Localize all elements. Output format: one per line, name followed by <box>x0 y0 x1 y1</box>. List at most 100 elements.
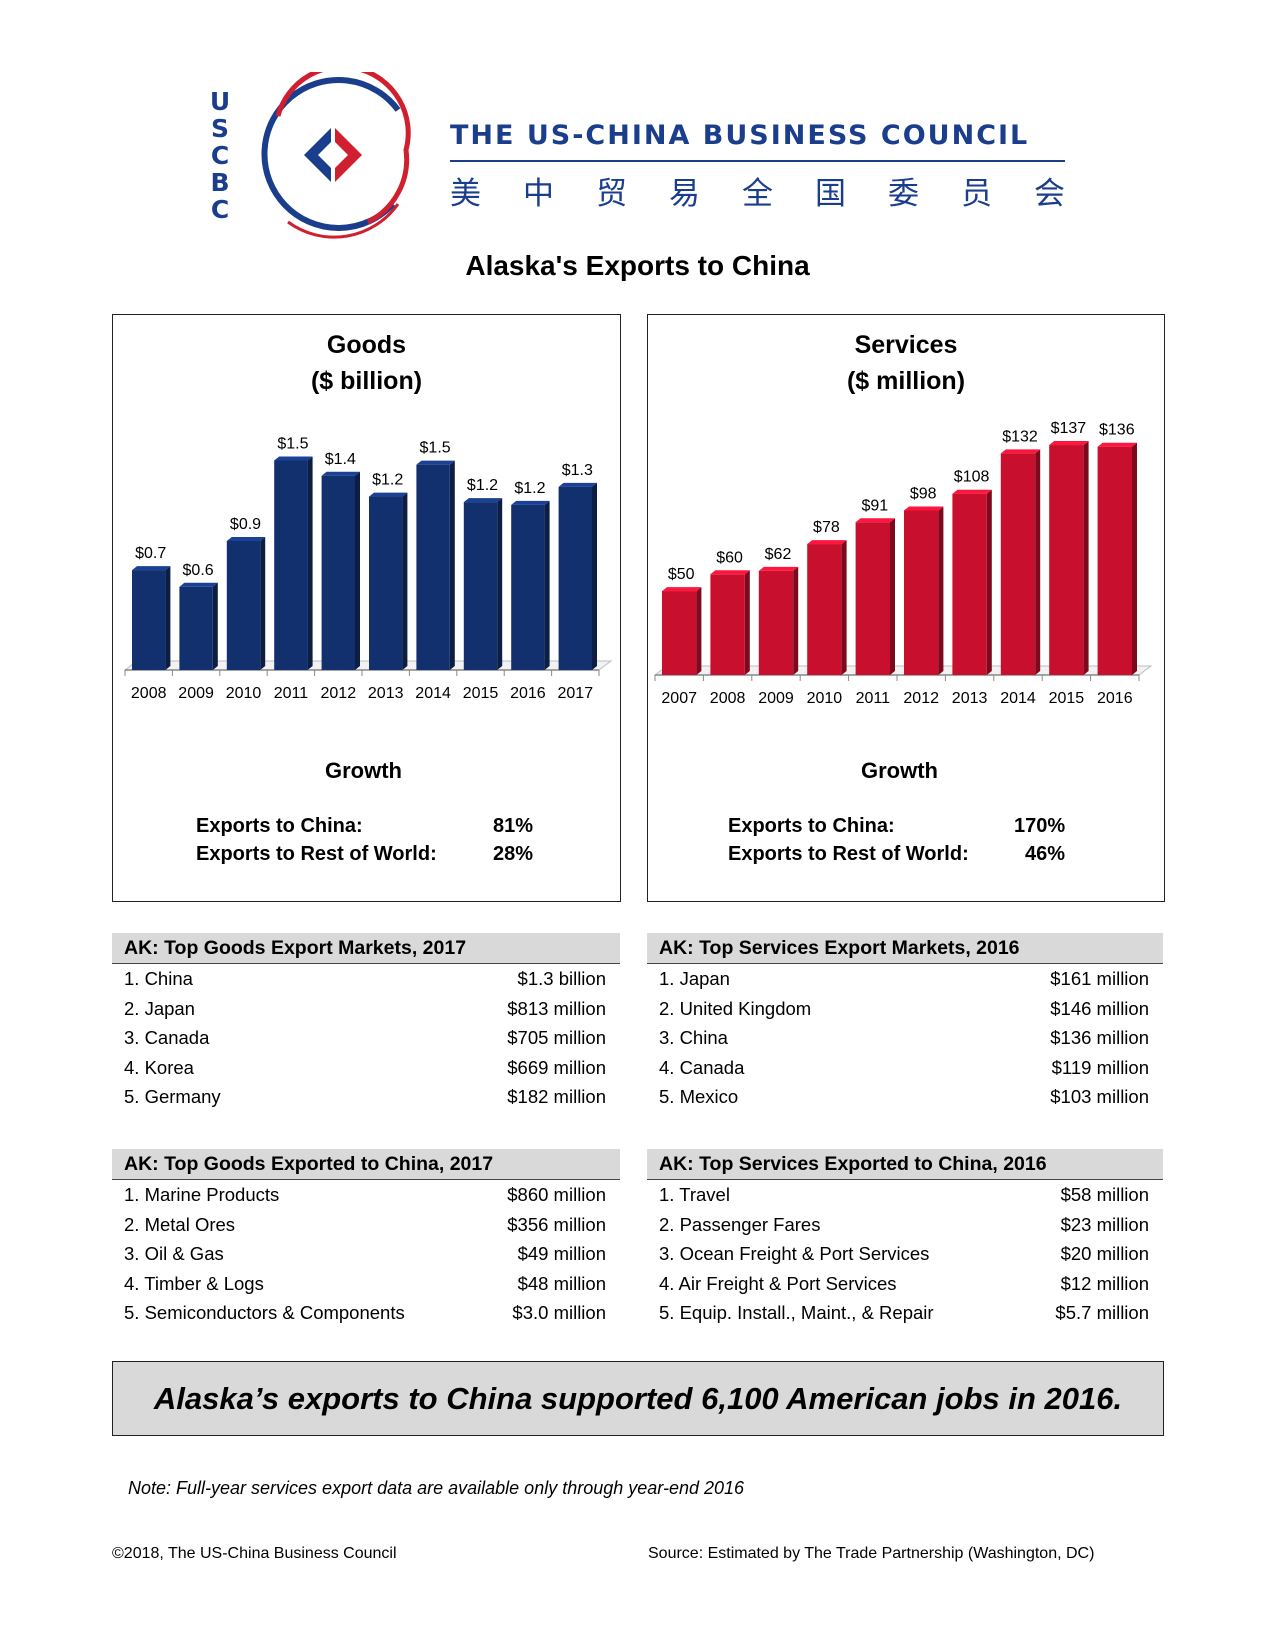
table-row: 1. Travel $58 million <box>647 1180 1163 1210</box>
bar-data-label: $60 <box>716 549 743 566</box>
bar-top <box>463 498 503 503</box>
org-name-cn-char: 会 <box>1034 176 1065 212</box>
goods-growth-china-label: Exports to China: <box>196 815 363 837</box>
table-row: 5. Mexico $103 million <box>647 1082 1163 1112</box>
table-row: 2. United Kingdom $146 million <box>647 994 1163 1024</box>
x-tick-label: 2013 <box>952 690 988 707</box>
org-name-cn-char: 全 <box>742 176 773 212</box>
bar-front <box>1049 445 1084 675</box>
footnote: Note: Full-year services export data are… <box>128 1478 745 1498</box>
bar-front <box>855 522 890 675</box>
table-row-value: $103 million <box>1050 1086 1149 1108</box>
logo-letter: S <box>210 114 229 143</box>
bar-front <box>321 475 355 670</box>
bar-front <box>952 493 987 675</box>
goods-markets-table: AK: Top Goods Export Markets, 2017 1. Ch… <box>112 933 620 1112</box>
bar-side <box>260 536 266 670</box>
bar <box>274 456 313 670</box>
table-row: 4. Canada $119 million <box>647 1053 1163 1083</box>
bar-top <box>226 536 266 541</box>
bar-side <box>307 456 313 670</box>
x-tick-label: 2013 <box>368 685 404 702</box>
bar-front <box>226 540 261 670</box>
services-chart-subtitle: ($ million) <box>846 367 966 395</box>
org-name-cn-char: 贸 <box>596 176 627 212</box>
table-row: 5. Semiconductors & Components $3.0 milli… <box>112 1298 620 1328</box>
bar <box>1097 442 1137 675</box>
bar-data-label: $0.7 <box>135 545 166 562</box>
table-row-name: 2. Passenger Fares <box>659 1213 821 1235</box>
org-name-chinese: 美 中 贸 易 全 国 委 员 会 <box>450 168 1065 213</box>
bar-front <box>662 591 697 675</box>
x-tick-label: 2014 <box>415 685 451 702</box>
services-to-china-table: AK: Top Services Exported to China, 2016… <box>647 1149 1163 1328</box>
table-header: AK: Top Goods Export Markets, 2017 <box>112 933 620 964</box>
table-row-value: $136 million <box>1050 1027 1149 1049</box>
goods-bar-chart: $0.7 2008 $0.6 2009 $0.9 2010 $1.5 2011 $1.4 2012… <box>123 435 613 702</box>
bar-side <box>544 500 550 670</box>
table-row-value: $1.3 billion <box>517 968 606 989</box>
org-name-divider <box>450 160 1065 162</box>
bar-top <box>1000 449 1041 454</box>
goods-chart-subtitle: ($ billion) <box>310 367 423 395</box>
services-markets-table: AK: Top Services Export Markets, 2016 1.… <box>647 933 1163 1112</box>
bar-side <box>744 570 750 675</box>
services-bar-chart: $50 2007 $60 2008 $62 2009 $78 2010 $91 2011 $98 20… <box>653 420 1153 707</box>
bar-data-label: $1.3 <box>562 462 593 479</box>
table-row-value: $813 million <box>507 997 606 1019</box>
bar-data-label: $108 <box>954 469 990 486</box>
org-name-cn-char: 委 <box>888 176 919 212</box>
bar-side <box>165 566 171 670</box>
table-row-value: $119 million <box>1051 1056 1149 1078</box>
bar-data-label: $0.6 <box>183 562 214 579</box>
bar <box>511 500 550 670</box>
bar-front <box>416 464 450 670</box>
table-row: 1. China $1.3 billion <box>112 964 620 994</box>
bar <box>179 582 218 670</box>
bar-side <box>986 489 992 675</box>
bar-data-label: $137 <box>1051 420 1087 437</box>
bar-data-label: $1.4 <box>325 451 356 468</box>
table-row: 4. Air Freight & Port Services $12 millio… <box>647 1269 1163 1299</box>
services-panel: Services ($ million) $50 2007 $60 2008 $62 20… <box>647 314 1165 902</box>
table-row: 4. Korea $669 million <box>112 1053 620 1083</box>
bar-side <box>592 482 597 670</box>
copyright: ©2018, The US-China Business Council <box>112 1545 397 1562</box>
x-tick-label: 2015 <box>1049 690 1085 707</box>
bar-top <box>758 566 799 571</box>
table-row-value: $5.7 million <box>1055 1302 1149 1324</box>
table-row: 3. Oil & Gas $49 million <box>112 1239 620 1269</box>
goods-growth-world-value: 28% <box>493 843 534 865</box>
bar-top <box>855 518 895 523</box>
bar-data-label: $98 <box>910 486 937 503</box>
bar-top <box>952 489 992 494</box>
table-header: AK: Top Services Exported to China, 2016 <box>647 1149 1163 1180</box>
org-name-cn-char: 中 <box>523 176 554 212</box>
bar-data-label: $78 <box>813 519 840 536</box>
bar-data-label: $50 <box>668 566 695 583</box>
x-tick-label: 2007 <box>661 690 697 707</box>
bar-side <box>449 460 455 670</box>
x-tick-label: 2012 <box>903 690 939 707</box>
table-row-value: $48 million <box>517 1272 606 1294</box>
services-growth-china-value: 170% <box>1014 815 1066 837</box>
bar-front <box>807 544 842 675</box>
table-row: 1. Marine Products $860 million <box>112 1180 620 1210</box>
bar-side <box>793 566 799 675</box>
bar-data-label: $0.9 <box>230 516 261 533</box>
bar-data-label: $136 <box>1099 422 1135 439</box>
bar-top <box>511 500 550 505</box>
table-row-name: 5. Equip. Install., Maint., & Repair <box>659 1302 934 1324</box>
bar <box>807 540 847 675</box>
goods-growth-china-value: 81% <box>493 815 534 837</box>
table-row-name: 4. Canada <box>659 1056 745 1078</box>
x-tick-label: 2010 <box>807 690 843 707</box>
table-row: 1. Japan $161 million <box>647 964 1163 994</box>
goods-growth-title: Growth <box>325 758 402 783</box>
org-name: THE US-CHINA BUSINESS COUNCIL <box>450 120 1030 151</box>
logo-letters: U S C B C <box>205 88 235 223</box>
bar-data-label: $1.2 <box>467 477 498 494</box>
bar-side <box>212 582 218 670</box>
bar-side <box>1083 441 1089 675</box>
goods-chart-title: Goods ($ billion) <box>113 327 620 399</box>
